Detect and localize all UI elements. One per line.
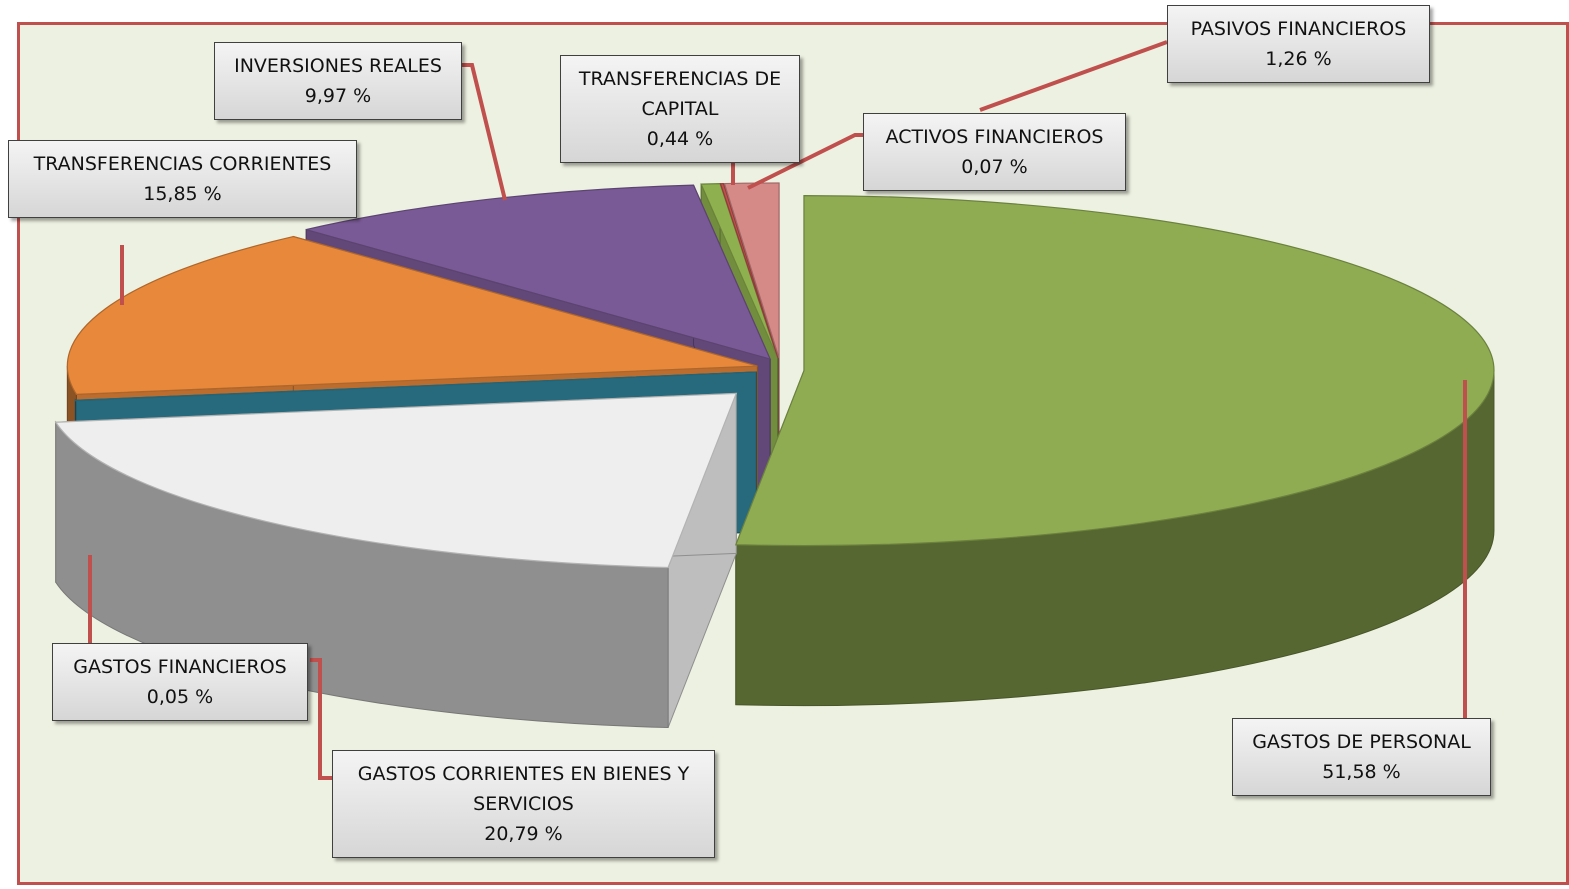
data-label: INVERSIONES REALES 9,97 % (214, 42, 462, 120)
category-label: GASTOS FINANCIEROS (73, 656, 287, 678)
category-label: GASTOS CORRIENTES EN BIENES Y SERVICIOS (357, 763, 690, 815)
category-label: TRANSFERENCIAS DE CAPITAL (578, 68, 782, 120)
category-label: INVERSIONES REALES (234, 55, 442, 77)
data-label: GASTOS FINANCIEROS 0,05 % (52, 643, 308, 721)
leader-line (979, 40, 1168, 112)
slice (734, 194, 1495, 547)
leader-line (747, 133, 863, 190)
slice (74, 371, 757, 402)
slice (305, 184, 772, 360)
value-label: 0,07 % (961, 156, 1028, 178)
value-label: 1,26 % (1265, 48, 1332, 70)
value-label: 20,79 % (484, 823, 563, 845)
slice (66, 235, 758, 395)
value-label: 9,97 % (304, 85, 372, 107)
leader-line (462, 63, 507, 201)
category-label: PASIVOS FINANCIEROS (1190, 18, 1407, 40)
data-label: PASIVOS FINANCIEROS 1,26 % (1167, 5, 1430, 83)
data-label: TRANSFERENCIAS CORRIENTES 15,85 % (8, 140, 357, 218)
value-label: 15,85 % (143, 183, 222, 205)
value-label: 0,44 % (646, 128, 714, 150)
slice (54, 392, 738, 569)
slice (723, 182, 780, 359)
data-label: TRANSFERENCIAS DE CAPITAL 0,44 % (560, 55, 800, 163)
data-label: ACTIVOS FINANCIEROS 0,07 % (863, 113, 1126, 191)
data-label: GASTOS DE PERSONAL 51,58 % (1232, 718, 1491, 796)
value-label: 0,05 % (146, 686, 214, 708)
data-label: GASTOS CORRIENTES EN BIENES Y SERVICIOS 2… (332, 750, 715, 858)
slice (719, 182, 779, 359)
leader-line (310, 658, 332, 780)
category-label: ACTIVOS FINANCIEROS (885, 126, 1104, 148)
category-label: GASTOS DE PERSONAL (1252, 731, 1471, 753)
category-label: TRANSFERENCIAS CORRIENTES (33, 153, 332, 175)
value-label: 51,58 % (1322, 761, 1401, 783)
